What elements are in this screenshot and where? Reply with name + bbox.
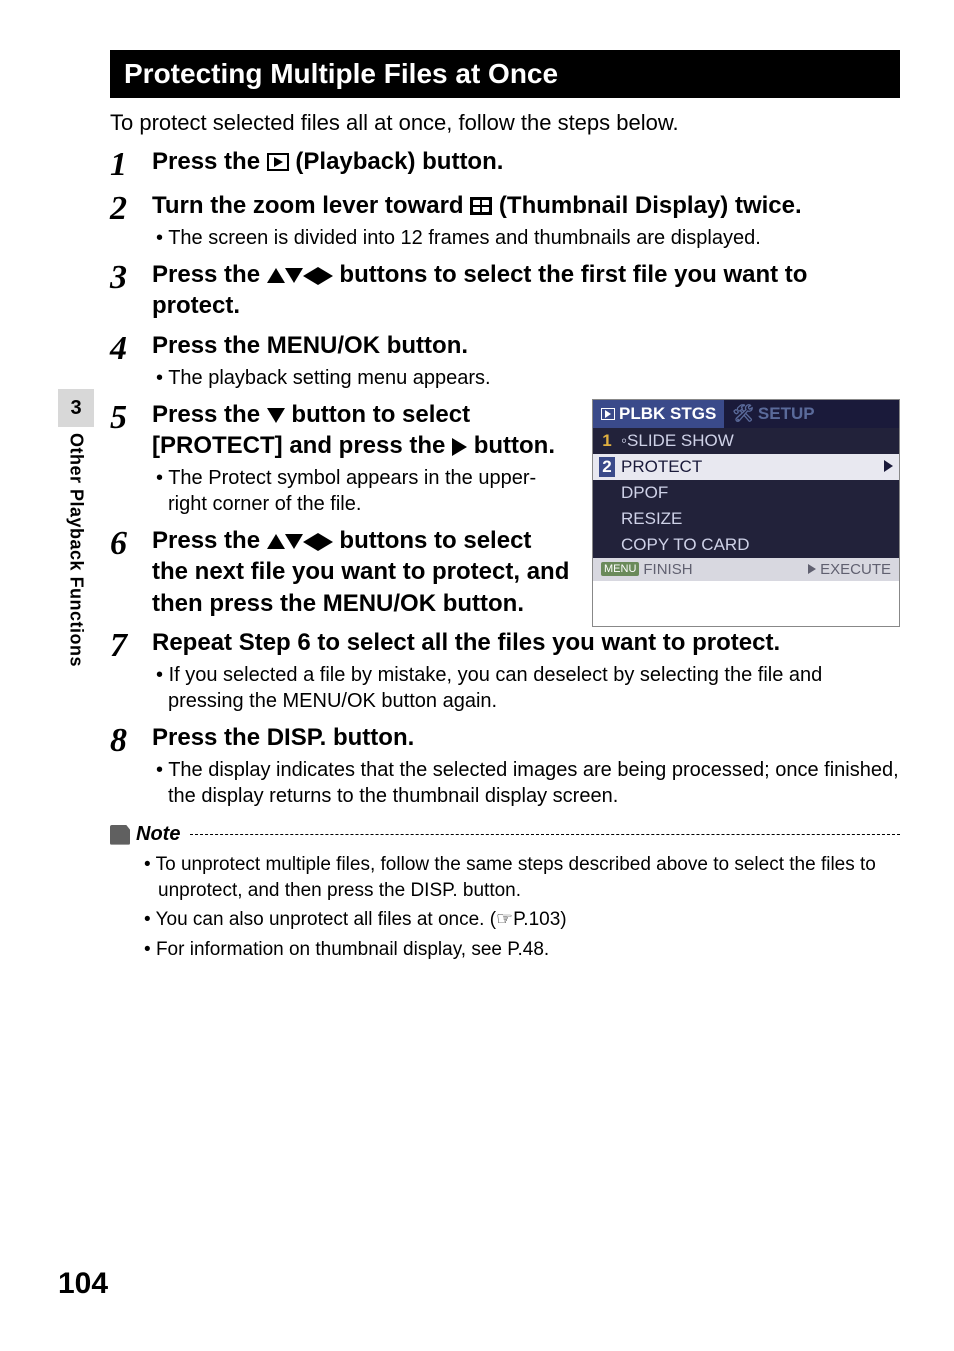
- up-arrow-icon: [267, 534, 285, 549]
- step-8: 8 Press the DISP. button. • The display …: [110, 722, 900, 809]
- text: EXECUTE: [820, 561, 891, 578]
- note-bullet: To unprotect multiple files, follow the …: [158, 852, 900, 903]
- down-arrow-icon: [285, 534, 303, 549]
- step-bullet: • The Protect symbol appears in the uppe…: [152, 465, 574, 517]
- side-tab: 3 Other Playback Functions: [58, 389, 94, 667]
- text: Press the: [152, 261, 267, 288]
- side-tab-label: Other Playback Functions: [66, 433, 87, 667]
- menu-footer: MENU FINISH EXECUTE: [593, 558, 899, 581]
- step-bullet: • The screen is divided into 12 frames a…: [152, 225, 900, 251]
- main-content: Protecting Multiple Files at Once To pro…: [110, 50, 900, 967]
- tab-label: SETUP: [758, 404, 815, 424]
- step-title: Press the MENU/OK button.: [152, 330, 900, 361]
- step-number: 7: [110, 627, 152, 714]
- note-bullet: You can also unprotect all files at once…: [158, 907, 900, 933]
- text: Press the: [152, 401, 267, 428]
- wrench-glyph: 🛠: [732, 404, 754, 424]
- menu-item-label: ◦SLIDE SHOW: [621, 431, 734, 451]
- text: The screen is divided into 12 frames and…: [168, 227, 761, 249]
- right-arrow-icon: [318, 267, 333, 285]
- step-title: Repeat Step 6 to select all the files yo…: [152, 627, 900, 658]
- text: (Playback) button.: [289, 148, 504, 175]
- right-arrow-icon: [884, 457, 893, 477]
- text: The playback setting menu appears.: [168, 367, 490, 389]
- step-number: 4: [110, 330, 152, 391]
- tab-label: PLBK STGS: [619, 404, 716, 424]
- step-title: Press the (Playback) button.: [152, 146, 900, 177]
- down-arrow-icon: [267, 408, 285, 423]
- left-arrow-icon: [303, 267, 318, 285]
- menu-item-label: DPOF: [621, 483, 668, 503]
- step-bullet: • The playback setting menu appears.: [152, 365, 900, 391]
- step-number: 3: [110, 259, 152, 321]
- menu-item-index: 1: [599, 431, 615, 451]
- menu-tabs: PLBK STGS 🛠 SETUP: [593, 400, 899, 428]
- step-title: Turn the zoom lever toward (Thumbnail Di…: [152, 190, 900, 221]
- text: Turn the zoom lever toward: [152, 192, 470, 219]
- step-6: 6 Press the buttons to select the next f…: [110, 525, 574, 619]
- step-number: 2: [110, 190, 152, 251]
- step-3: 3 Press the buttons to select the first …: [110, 259, 900, 321]
- step-title: Press the buttons to select the next fil…: [152, 525, 574, 619]
- text: Press the: [152, 527, 267, 554]
- note-block: Note To unprotect multiple files, follow…: [110, 823, 900, 963]
- text: button.: [467, 432, 555, 459]
- step-title: Press the DISP. button.: [152, 722, 900, 753]
- text: If you selected a file by mistake, you c…: [168, 664, 822, 712]
- footer-finish: FINISH: [643, 561, 692, 578]
- menu-tag: MENU: [601, 562, 639, 576]
- note-header: Note: [110, 823, 900, 846]
- step-5: 5 Press the button to select [PROTECT] a…: [110, 399, 574, 517]
- step-4: 4 Press the MENU/OK button. • The playba…: [110, 330, 900, 391]
- intro-text: To protect selected files all at once, f…: [110, 110, 900, 136]
- step-number: 5: [110, 399, 152, 517]
- menu-item-index: 2: [599, 457, 615, 477]
- text: (Thumbnail Display) twice.: [492, 192, 801, 219]
- side-tab-number: 3: [58, 389, 94, 427]
- tab-setup: 🛠 SETUP: [724, 400, 822, 428]
- playback-icon: [267, 153, 289, 171]
- dashed-rule: [190, 834, 900, 835]
- menu-item-label: COPY TO CARD: [621, 535, 749, 555]
- note-bullets: To unprotect multiple files, follow the …: [110, 852, 900, 963]
- menu-item-label: RESIZE: [621, 509, 682, 529]
- step-bullet: • If you selected a file by mistake, you…: [152, 662, 900, 714]
- steps-5-6-row: 5 Press the button to select [PROTECT] a…: [110, 399, 900, 627]
- step-title: Press the buttons to select the first fi…: [152, 259, 900, 321]
- step-7: 7 Repeat Step 6 to select all the files …: [110, 627, 900, 714]
- step-number: 8: [110, 722, 152, 809]
- step-number: 1: [110, 146, 152, 182]
- note-icon: [110, 825, 130, 845]
- thumbnail-icon: [470, 197, 492, 215]
- note-bullet: For information on thumbnail display, se…: [158, 937, 900, 963]
- text: The display indicates that the selected …: [168, 759, 899, 807]
- text: Press the: [152, 148, 267, 175]
- menu-item: 2 PROTECT: [593, 454, 899, 480]
- step-1: 1 Press the (Playback) button.: [110, 146, 900, 182]
- right-arrow-icon: [318, 533, 333, 551]
- play-glyph: [808, 564, 816, 574]
- tab-plbk-stgs: PLBK STGS: [593, 400, 724, 428]
- menu-items: 1 ◦SLIDE SHOW2 PROTECT DPOF RESIZE COPY …: [593, 428, 899, 558]
- play-glyph: [601, 408, 615, 420]
- up-arrow-icon: [267, 268, 285, 283]
- page-number: 104: [58, 1267, 108, 1301]
- section-heading: Protecting Multiple Files at Once: [110, 50, 900, 98]
- menu-item: 1 ◦SLIDE SHOW: [593, 428, 899, 454]
- left-arrow-icon: [303, 533, 318, 551]
- step-bullet: • The display indicates that the selecte…: [152, 757, 900, 809]
- menu-item: DPOF: [593, 480, 899, 506]
- down-arrow-icon: [285, 268, 303, 283]
- menu-item-label: PROTECT: [621, 457, 702, 477]
- step-2: 2 Turn the zoom lever toward (Thumbnail …: [110, 190, 900, 251]
- step-title: Press the button to select [PROTECT] and…: [152, 399, 574, 461]
- text: The Protect symbol appears in the upper-…: [168, 467, 536, 515]
- menu-item: RESIZE: [593, 506, 899, 532]
- footer-execute: EXECUTE: [808, 561, 891, 578]
- camera-menu-screenshot: PLBK STGS 🛠 SETUP 1 ◦SLIDE SHOW2 PROTECT…: [592, 399, 900, 627]
- note-label: Note: [136, 823, 180, 846]
- step-number: 6: [110, 525, 152, 619]
- right-arrow-icon: [452, 438, 467, 456]
- menu-item: COPY TO CARD: [593, 532, 899, 558]
